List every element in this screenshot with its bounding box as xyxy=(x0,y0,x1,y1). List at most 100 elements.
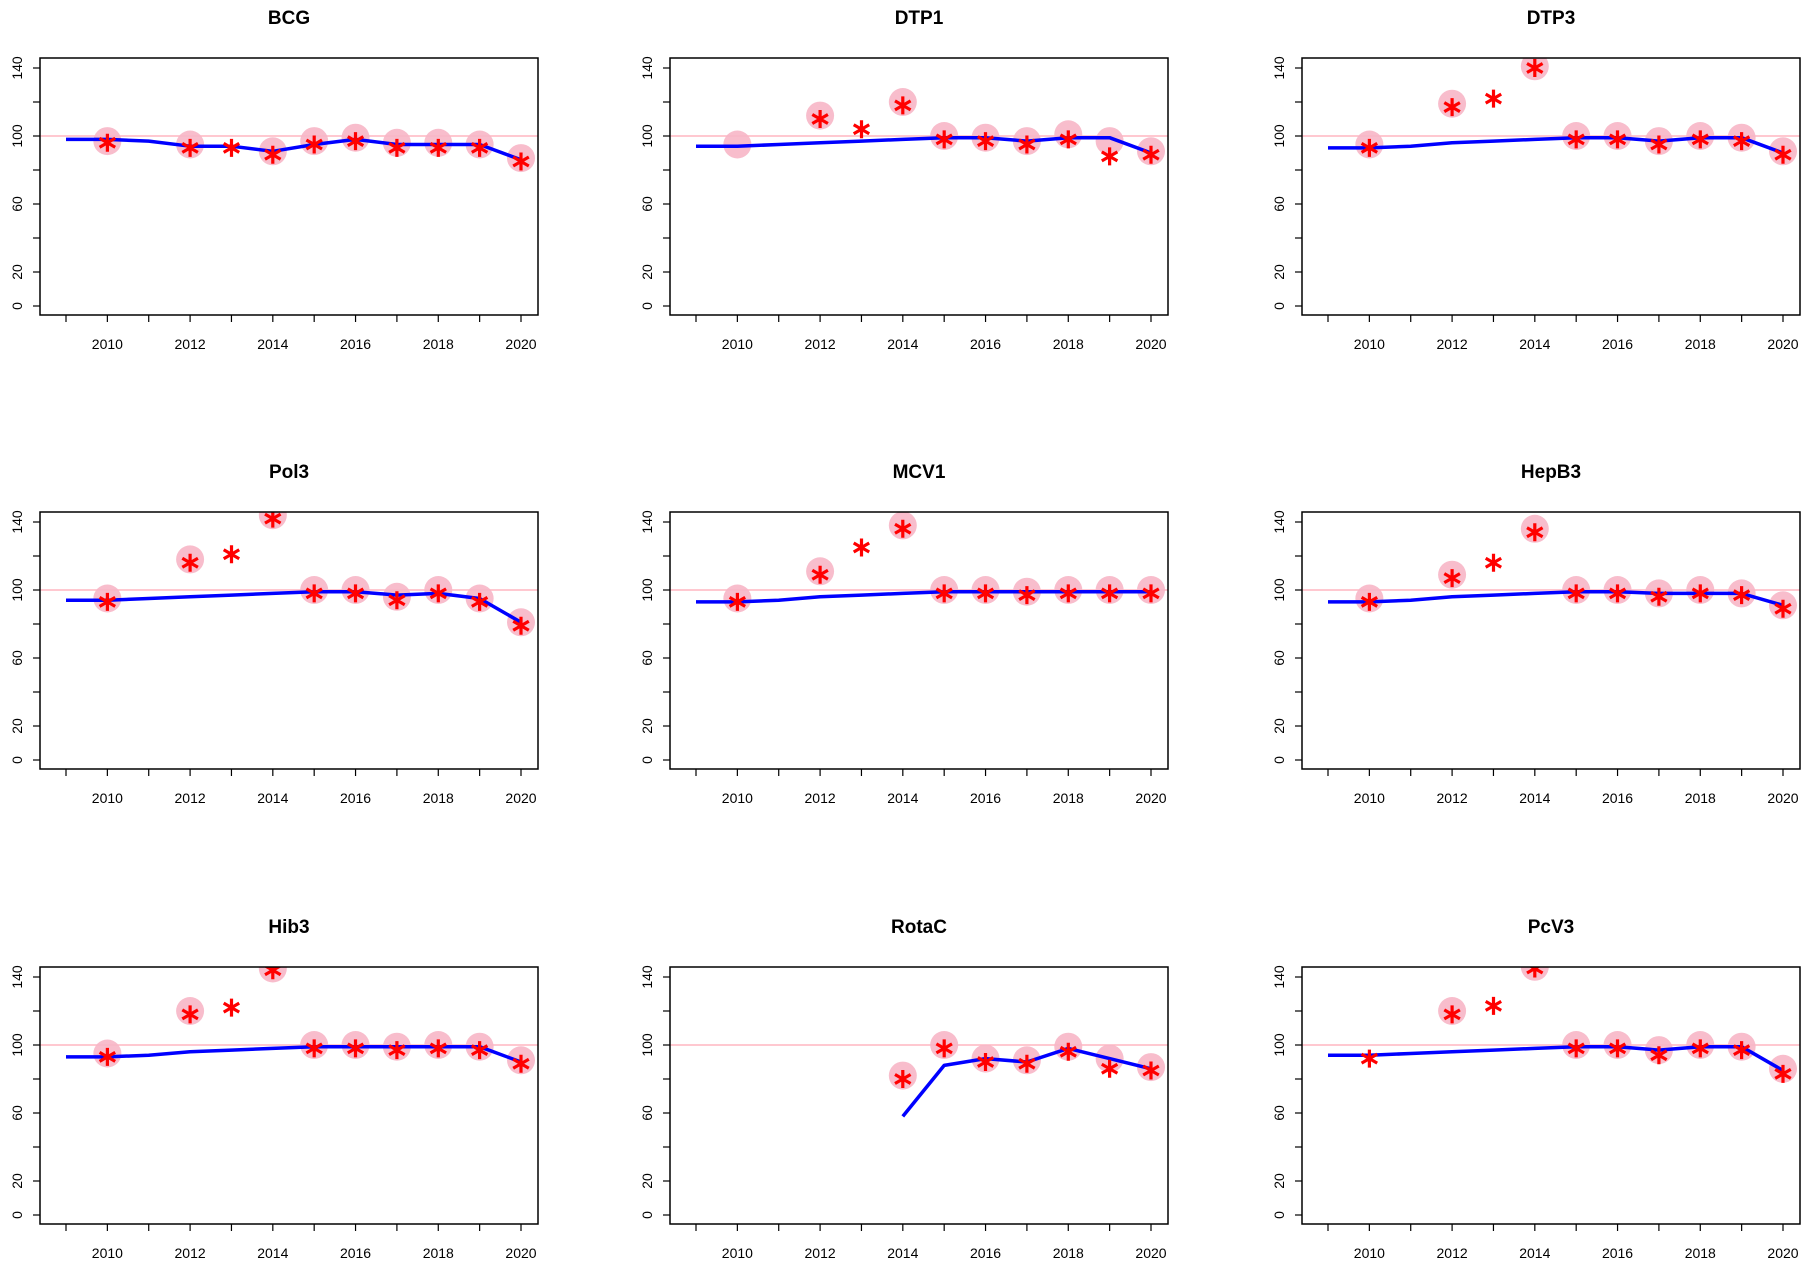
y-tick-label: 20 xyxy=(1271,264,1287,280)
star-marker xyxy=(852,538,871,557)
panel-dtp3: DTP3 0 20 60 100 140 2010 2012 2014 2016 2018 2020 xyxy=(1271,8,1801,352)
series-line xyxy=(66,1044,522,1064)
x-tick-label: 2020 xyxy=(505,336,536,352)
y-tick-label: 60 xyxy=(1271,196,1287,212)
star-marker xyxy=(1443,1005,1461,1024)
panel-title: BCG xyxy=(268,8,310,29)
x-tick-label: 2018 xyxy=(1685,790,1716,806)
star-marker xyxy=(429,1039,447,1058)
star-marker xyxy=(98,592,116,611)
star-marker xyxy=(346,132,365,151)
star-marker xyxy=(1101,1059,1119,1078)
star-marker xyxy=(935,1039,953,1058)
star-marker xyxy=(728,592,746,611)
star-marker xyxy=(1443,98,1461,117)
x-tick-label: 2012 xyxy=(805,1245,836,1261)
panel-title: Pol3 xyxy=(269,462,309,483)
x-tick-label: 2014 xyxy=(887,1245,918,1261)
y-axis: 0 20 60 100 140 xyxy=(9,510,40,764)
panel-dtp1: DTP1 0 20 60 100 140 2010 2012 2014 2016 2018 2020 xyxy=(639,8,1169,352)
panel-title: RotaC xyxy=(891,917,947,938)
y-tick-label: 100 xyxy=(639,1033,655,1057)
star-marker xyxy=(1733,586,1751,605)
x-tick-label: 2012 xyxy=(805,790,836,806)
y-tick-label: 60 xyxy=(639,650,655,666)
star-marker xyxy=(935,584,953,603)
star-marker xyxy=(1484,89,1503,108)
star-marker xyxy=(471,138,489,157)
star-marker xyxy=(264,145,282,164)
x-axis: 2010 2012 2014 2016 2018 2020 xyxy=(65,1224,537,1261)
panel-mcv1: MCV1 0 20 60 100 140 2010 2012 2014 2016 2018 2020 xyxy=(639,462,1169,806)
x-tick-label: 2016 xyxy=(1602,336,1633,352)
y-tick-label: 0 xyxy=(9,756,25,764)
x-tick-label: 2010 xyxy=(1354,790,1385,806)
x-tick-label: 2020 xyxy=(505,1245,536,1261)
star-marker xyxy=(1142,584,1160,603)
panel-title: MCV1 xyxy=(893,462,946,483)
plot-frame xyxy=(669,511,1169,770)
x-tick-label: 2012 xyxy=(175,1245,206,1261)
star-marker xyxy=(512,616,530,635)
star-marker xyxy=(1101,147,1119,166)
y-tick-label: 140 xyxy=(639,965,655,989)
star-marker xyxy=(1059,1042,1077,1061)
panel-title: Hib3 xyxy=(268,917,309,938)
star-marker xyxy=(1733,1041,1751,1060)
y-tick-label: 20 xyxy=(1271,718,1287,734)
x-tick-label: 2012 xyxy=(1437,1245,1468,1261)
star-marker xyxy=(1691,584,1709,603)
y-tick-label: 140 xyxy=(1271,965,1287,989)
x-tick-label: 2014 xyxy=(257,1245,288,1261)
star-marker xyxy=(1733,132,1751,151)
star-marker xyxy=(1018,586,1036,605)
x-tick-label: 2010 xyxy=(722,790,753,806)
y-tick-label: 100 xyxy=(1271,578,1287,602)
plot-frame xyxy=(39,511,539,770)
y-tick-label: 20 xyxy=(639,718,655,734)
star-marker xyxy=(429,138,447,157)
star-marker xyxy=(429,584,447,603)
x-axis: 2010 2012 2014 2016 2018 2020 xyxy=(695,769,1167,806)
star-marker xyxy=(346,1039,365,1058)
panel-hib3: Hib3 0 20 60 100 140 2010 2012 2014 2016 2018 2020 xyxy=(9,917,539,1261)
x-tick-label: 2010 xyxy=(92,1245,123,1261)
star-marker xyxy=(1526,59,1544,77)
star-marker xyxy=(811,565,829,584)
x-tick-label: 2018 xyxy=(423,790,454,806)
star-marker xyxy=(811,110,829,128)
y-axis: 0 20 60 100 140 xyxy=(639,965,670,1219)
y-tick-label: 20 xyxy=(9,718,25,734)
star-marker xyxy=(222,545,241,564)
plot-area xyxy=(1302,514,1800,620)
plot-area xyxy=(1302,58,1800,166)
panel-title: PcV3 xyxy=(1528,917,1574,938)
panel-rotac: RotaC 0 20 60 100 140 2010 2012 2014 2016 2018 2020 xyxy=(639,917,1169,1261)
x-tick-label: 2016 xyxy=(1602,790,1633,806)
star-marker xyxy=(181,138,199,157)
x-tick-label: 2016 xyxy=(970,1245,1001,1261)
x-tick-label: 2010 xyxy=(92,336,123,352)
star-marker xyxy=(1142,145,1160,164)
y-tick-label: 140 xyxy=(9,510,25,534)
x-tick-label: 2016 xyxy=(340,336,371,352)
star-marker xyxy=(388,1041,406,1060)
x-tick-label: 2016 xyxy=(340,790,371,806)
y-axis: 0 20 60 100 140 xyxy=(639,510,670,764)
y-tick-label: 0 xyxy=(639,756,655,764)
star-marker xyxy=(852,120,871,139)
star-marker xyxy=(1608,130,1627,149)
star-marker xyxy=(388,138,406,157)
plot-area xyxy=(670,88,1168,166)
star-marker xyxy=(976,1053,995,1071)
star-marker xyxy=(894,519,912,538)
star-marker xyxy=(1608,1039,1627,1058)
x-tick-label: 2012 xyxy=(805,336,836,352)
x-tick-label: 2020 xyxy=(1135,790,1166,806)
star-marker xyxy=(305,135,323,154)
x-tick-label: 2020 xyxy=(1767,1245,1798,1261)
x-tick-label: 2016 xyxy=(340,1245,371,1261)
y-tick-label: 20 xyxy=(639,1173,655,1189)
star-marker xyxy=(1360,592,1378,611)
star-marker xyxy=(1101,584,1119,603)
